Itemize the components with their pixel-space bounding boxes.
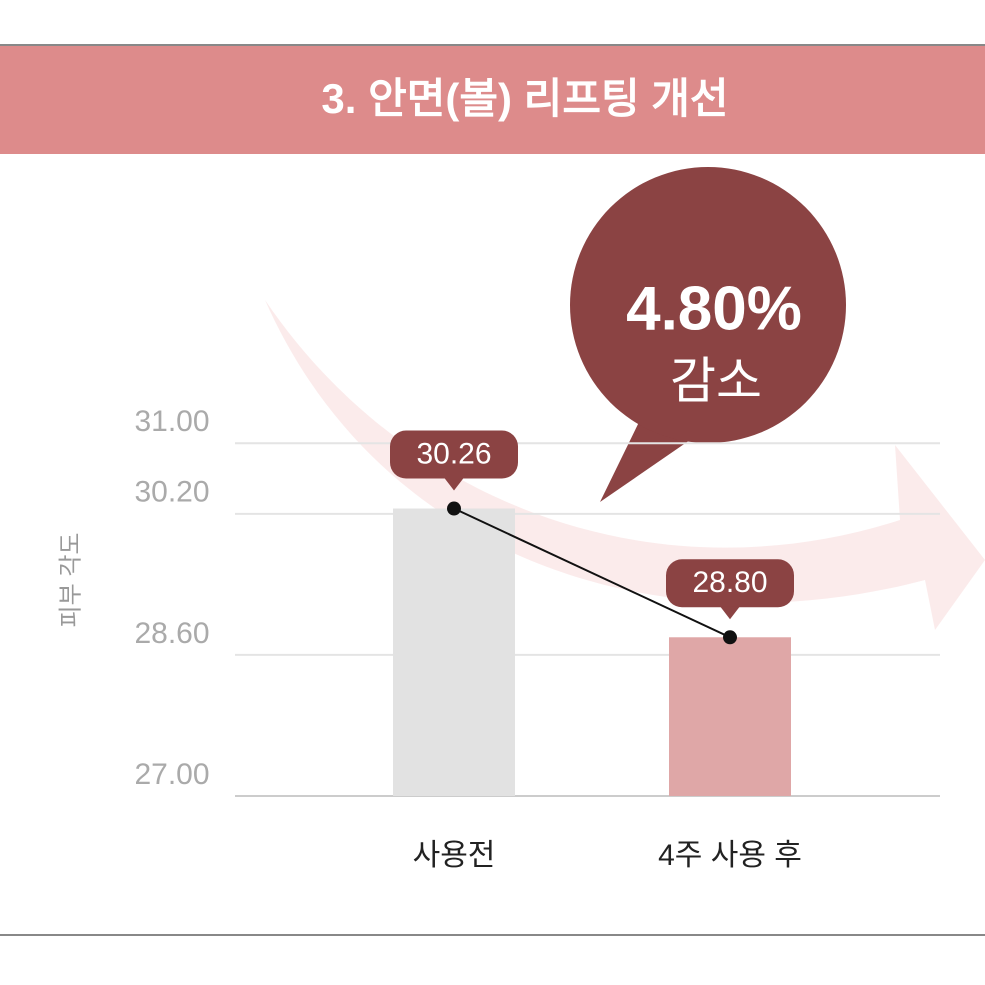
x-tick-label: 사용전 — [413, 839, 496, 872]
callout-text: 감소 — [670, 353, 762, 409]
decorative-arrow — [265, 300, 985, 630]
bar — [669, 637, 791, 796]
y-tick-label: 28.60 — [134, 617, 209, 650]
point — [447, 501, 461, 516]
value-label-tail — [444, 477, 464, 491]
value-label: 30.26 — [416, 437, 491, 470]
value-label-box — [666, 559, 794, 608]
y-axis-label: 피부 각도 — [57, 533, 84, 628]
point — [723, 630, 737, 645]
header-band — [0, 46, 985, 154]
callout-value: 4.80% — [626, 274, 802, 343]
bar — [393, 508, 515, 796]
value-label: 28.80 — [692, 566, 767, 599]
value-label-tail — [720, 606, 740, 620]
x-tick-label: 4주 사용 후 — [658, 839, 802, 872]
callout-bubble — [570, 167, 846, 443]
y-tick-label: 27.00 — [134, 758, 209, 791]
y-tick-label: 31.00 — [134, 405, 209, 438]
chart-title: 3. 안면(볼) 리프팅 개선 — [321, 75, 728, 122]
bubble-tail — [600, 420, 690, 502]
y-tick-label: 30.20 — [134, 476, 209, 509]
value-label-box — [390, 430, 518, 479]
trend-line — [453, 507, 731, 639]
